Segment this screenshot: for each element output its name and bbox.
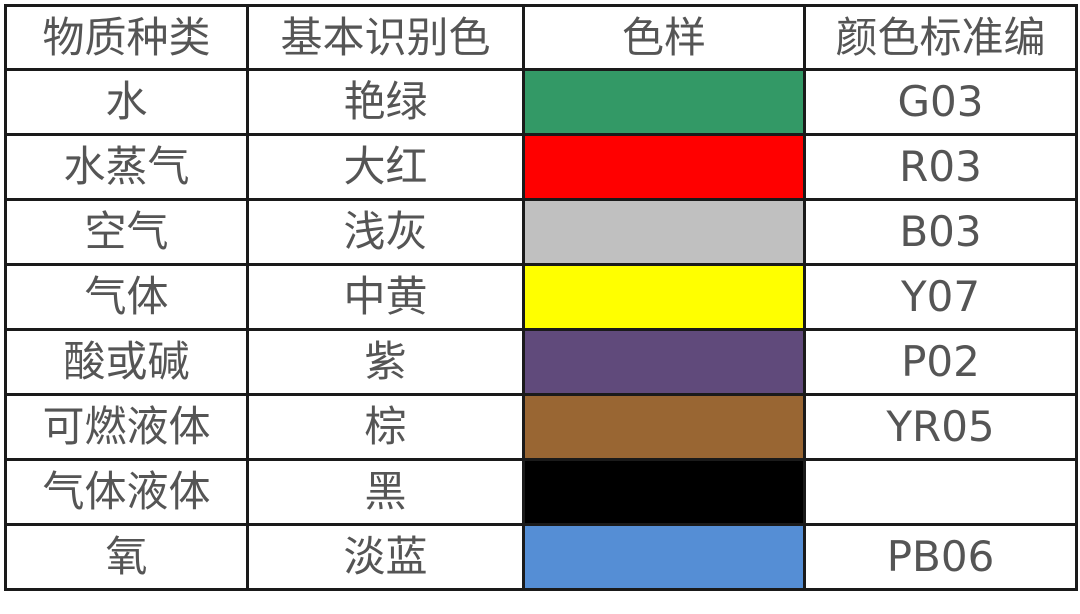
cell-swatch (522, 68, 806, 136)
table-row: 可燃液体棕 YR05 (4, 393, 1078, 461)
cell-color-name: 中黄 (246, 263, 525, 331)
pipe-color-table: 物质种类 基本识别色 色样 颜色标准编 水艳绿 G03 水蒸气 大红 R03 空气 浅灰 B0… (4, 4, 1078, 591)
cell-code: B03 (803, 198, 1078, 266)
cell-code: R03 (803, 133, 1078, 201)
cell-code: P02 (803, 328, 1078, 396)
cell-color-name: 紫 (246, 328, 525, 396)
header-code: 颜色标准编 (803, 4, 1078, 71)
table-row: 水蒸气 大红 R03 (4, 133, 1078, 201)
color-swatch (525, 71, 803, 133)
cell-swatch (522, 523, 806, 591)
color-swatch (525, 396, 803, 458)
color-swatch (525, 526, 803, 588)
cell-substance: 气体液体 (4, 458, 249, 526)
table-row: 酸或碱紫 P02 (4, 328, 1078, 396)
cell-code (803, 458, 1078, 526)
cell-code: G03 (803, 68, 1078, 136)
cell-color-name: 黑 (246, 458, 525, 526)
cell-substance: 酸或碱 (4, 328, 249, 396)
cell-code: Y07 (803, 263, 1078, 331)
cell-color-name: 艳绿 (246, 68, 525, 136)
table-row: 空气 浅灰 B03 (4, 198, 1078, 266)
header-row: 物质种类 基本识别色 色样 颜色标准编 (4, 4, 1078, 71)
cell-color-name: 大红 (246, 133, 525, 201)
cell-color-name: 棕 (246, 393, 525, 461)
color-swatch (525, 136, 803, 198)
cell-swatch (522, 198, 806, 266)
table-row: 水艳绿 G03 (4, 68, 1078, 136)
cell-substance: 水 (4, 68, 249, 136)
header-swatch: 色样 (522, 4, 806, 71)
cell-substance: 可燃液体 (4, 393, 249, 461)
cell-substance: 气体 (4, 263, 249, 331)
color-swatch (525, 331, 803, 393)
header-substance: 物质种类 (4, 4, 249, 71)
cell-color-name: 浅灰 (246, 198, 525, 266)
cell-code: PB06 (803, 523, 1078, 591)
header-color-name: 基本识别色 (246, 4, 525, 71)
cell-substance: 氧 (4, 523, 249, 591)
cell-substance: 水蒸气 (4, 133, 249, 201)
cell-swatch (522, 393, 806, 461)
cell-substance: 空气 (4, 198, 249, 266)
table-row: 气体 中黄 Y07 (4, 263, 1078, 331)
color-swatch (525, 201, 803, 263)
cell-color-name: 淡蓝 (246, 523, 525, 591)
color-swatch (525, 461, 803, 523)
cell-swatch (522, 263, 806, 331)
cell-swatch (522, 133, 806, 201)
table-row: 气体液体黑 (4, 458, 1078, 526)
color-swatch (525, 266, 803, 328)
table-row: 氧淡蓝 PB06 (4, 523, 1078, 591)
cell-swatch (522, 458, 806, 526)
cell-swatch (522, 328, 806, 396)
cell-code: YR05 (803, 393, 1078, 461)
